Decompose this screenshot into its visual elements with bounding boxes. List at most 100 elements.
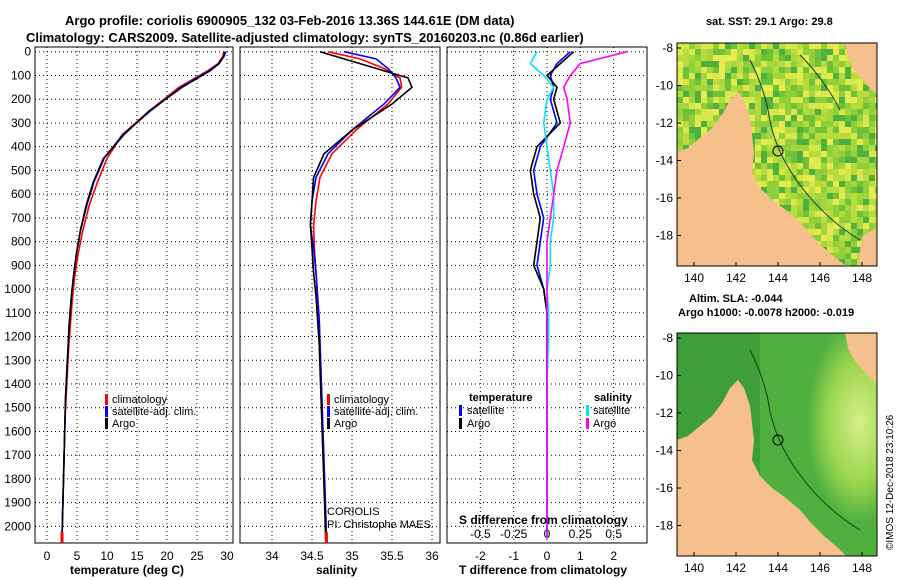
sst-cell	[779, 193, 785, 199]
y-tick-label: 1000	[4, 282, 31, 296]
sst-cell	[875, 97, 877, 103]
sst-cell	[797, 157, 803, 163]
sst-cell	[803, 217, 809, 223]
sst-cell	[785, 43, 791, 49]
sst-cell	[821, 211, 827, 217]
credit-label: ©IMOS 12-Dec-2018 23:10:26	[885, 414, 896, 550]
sst-cell	[851, 85, 857, 91]
sst-cell	[851, 175, 857, 181]
sst-cell	[863, 127, 869, 133]
sst-cell	[815, 67, 821, 73]
temperature-legend: climatology satellite-adj. clim. Argo	[105, 394, 196, 430]
sst-cell	[845, 205, 851, 211]
sst-cell	[833, 241, 839, 247]
y-tick-label: 1900	[4, 496, 31, 510]
sst-cell	[809, 169, 815, 175]
sst-cell	[815, 187, 821, 193]
sst-cell	[683, 121, 689, 127]
sst-cell	[815, 193, 821, 199]
sst-cell	[785, 121, 791, 127]
sst-cell	[845, 133, 851, 139]
sst-cell	[677, 91, 683, 97]
sst-cell	[773, 85, 779, 91]
sst-cell	[839, 205, 845, 211]
sst-cell	[875, 157, 877, 163]
sst-cell	[815, 103, 821, 109]
legend-label-climatology: climatology	[112, 394, 168, 406]
sst-cell	[857, 157, 863, 163]
sst-cell	[695, 127, 701, 133]
sst-cell	[731, 43, 737, 49]
sst-cell	[833, 163, 839, 169]
sst-cell	[803, 157, 809, 163]
sst-cell	[743, 85, 749, 91]
sst-cell	[791, 133, 797, 139]
sst-cell	[683, 49, 689, 55]
sst-cell	[713, 55, 719, 61]
sst-cell	[845, 253, 851, 259]
sst-cell	[785, 115, 791, 121]
sst-cell	[791, 145, 797, 151]
sst-cell	[833, 253, 839, 259]
sst-cell	[743, 73, 749, 79]
sst-cell	[821, 67, 827, 73]
sst-cell	[797, 127, 803, 133]
sst-cell	[857, 187, 863, 193]
sst-cell	[827, 133, 833, 139]
x-tick-label: -2	[475, 549, 486, 563]
sst-cell	[779, 133, 785, 139]
depth-tick-labels: 0 100 200 300 400 500 600 700 800 900 1000 1100 1200…	[4, 45, 31, 534]
sst-cell	[779, 49, 785, 55]
sst-cell	[797, 199, 803, 205]
sst-cell	[851, 205, 857, 211]
map-x-tick-label: 142	[726, 561, 746, 575]
sst-cell	[791, 115, 797, 121]
sst-cell	[701, 67, 707, 73]
sst-cell	[713, 67, 719, 73]
sst-cell	[803, 85, 809, 91]
sst-cell	[695, 73, 701, 79]
sst-cell	[809, 145, 815, 151]
sst-cell	[815, 205, 821, 211]
sla-map-title2: Argo h1000: -0.0078 h2000: -0.019	[678, 307, 854, 319]
sst-cell	[695, 121, 701, 127]
sst-cell	[791, 97, 797, 103]
sst-cell	[803, 55, 809, 61]
sst-cell	[689, 73, 695, 79]
sst-cell	[797, 91, 803, 97]
sst-cell	[839, 49, 845, 55]
sst-cell	[869, 139, 875, 145]
sst-cell	[689, 139, 695, 145]
sst-cell	[863, 97, 869, 103]
map-y-tick-label: -10	[656, 79, 674, 93]
sst-cell	[767, 127, 773, 133]
legend-label-temp-argo: Argo	[467, 418, 490, 430]
sst-cell	[677, 127, 683, 133]
sst-cell	[833, 223, 839, 229]
sst-cell	[869, 205, 875, 211]
sst-cell	[677, 73, 683, 79]
sst-cell	[845, 67, 851, 73]
sst-cell	[719, 61, 725, 67]
sst-cell	[857, 229, 863, 235]
x-tick-label: 34	[265, 549, 279, 563]
sst-cell	[773, 121, 779, 127]
sst-cell	[779, 91, 785, 97]
land-mass	[677, 380, 846, 556]
sst-cell	[827, 43, 833, 49]
sst-cell	[839, 61, 845, 67]
sst-cell	[761, 145, 767, 151]
map-x-tick-label: 148	[852, 561, 872, 575]
sst-cell	[809, 139, 815, 145]
map-x-tick-label: 144	[768, 561, 788, 575]
sst-cell	[821, 187, 827, 193]
sst-cell	[707, 61, 713, 67]
sst-cell	[833, 217, 839, 223]
sst-cell	[863, 193, 869, 199]
sst-cell	[803, 133, 809, 139]
sst-cell	[809, 187, 815, 193]
sst-cell	[677, 139, 683, 145]
s-tick-label: 0.25	[569, 527, 593, 541]
legend-title-temperature: temperature	[469, 392, 533, 404]
sst-cell	[683, 55, 689, 61]
